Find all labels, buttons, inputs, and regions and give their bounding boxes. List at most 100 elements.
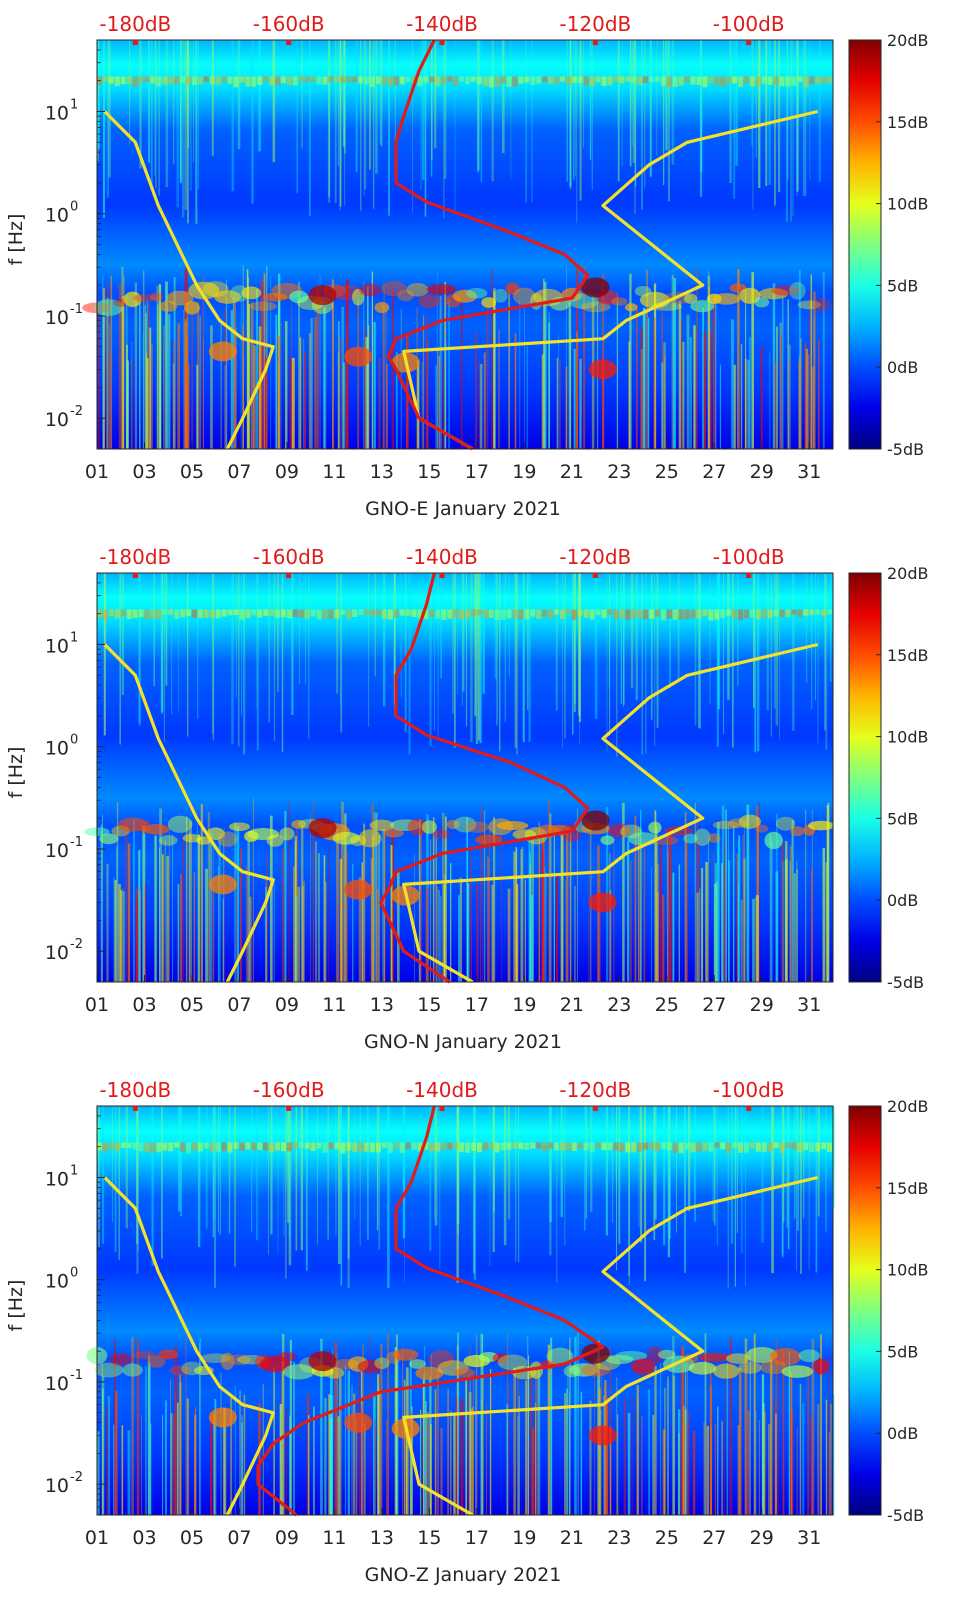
x-tick-label: 27 [702,461,726,483]
colorbar-tick-label: 15dB [887,1179,929,1198]
x-axis-label: GNO-N January 2021 [364,1031,562,1053]
x-tick-label: 19 [512,994,536,1016]
y-tick-exponent: 0 [70,733,78,748]
x-tick-label: 19 [512,461,536,483]
y-tick-label: 10 [45,942,69,964]
top-db-label: -140dB [406,12,478,36]
top-db-tick [592,40,598,45]
top-db-label: -140dB [406,1078,478,1102]
top-db-label: -120dB [559,1078,631,1102]
top-db-label: -120dB [559,545,631,569]
top-db-tick [132,1106,138,1111]
nhnm-curve [402,642,819,984]
x-tick-label: 11 [322,1527,346,1549]
x-tick-label: 07 [227,1527,251,1549]
x-tick-label: 25 [655,994,679,1016]
y-tick-exponent: 1 [70,630,78,645]
top-db-label: -140dB [406,545,478,569]
nhnm-curve [402,1175,819,1517]
x-tick-label: 25 [655,1527,679,1549]
top-db-label: -160dB [253,12,325,36]
spectrogram-panel: 01 03 05 07 09 11 13 15 17 19 21 23 25 27 29 31 GNO-N Ja… [0,533,962,1066]
x-tick-label: 21 [560,994,584,1016]
y-tick-exponent: -1 [70,835,83,850]
top-db-tick [746,40,752,45]
nlnm-curve [103,643,275,983]
top-db-tick [592,573,598,578]
top-db-tick [746,573,752,578]
y-tick-exponent: 1 [70,1163,78,1178]
y-tick-label: 10 [45,1271,69,1293]
top-db-label: -160dB [253,1078,325,1102]
y-tick-label: 10 [45,738,69,760]
y-tick-label: 10 [45,102,69,124]
x-tick-label: 03 [132,461,156,483]
x-tick-label: 23 [607,1527,631,1549]
y-tick-label: 10 [45,635,69,657]
y-tick-label: 10 [45,409,69,431]
x-tick-label: 03 [132,994,156,1016]
x-tick-label: 11 [322,994,346,1016]
x-tick-label: 09 [275,994,299,1016]
x-tick-label: 27 [702,994,726,1016]
y-tick-exponent: -1 [70,302,83,317]
y-axis-label: f [Hz] [5,747,27,799]
colorbar-tick-label: 5dB [887,1342,918,1361]
x-tick-label: 29 [750,461,774,483]
nhnm-curve [402,109,819,451]
top-db-tick [132,573,138,578]
colorbar-tick-label: 10dB [887,728,929,747]
x-tick-label: 09 [275,461,299,483]
colorbar-tick-label: 5dB [887,809,918,828]
x-tick-label: 31 [797,1527,821,1549]
x-tick-label: 31 [797,994,821,1016]
x-tick-label: 13 [370,1527,394,1549]
x-axis-label: GNO-E January 2021 [365,498,561,520]
x-axis-label: GNO-Z January 2021 [365,1564,562,1586]
y-tick-exponent: 0 [70,200,78,215]
colorbar-tick-label: 15dB [887,113,929,132]
x-tick-label: 03 [132,1527,156,1549]
colorbar [848,39,882,450]
y-axis-label: f [Hz] [5,214,27,266]
colorbar-tick-label: -5dB [887,973,924,992]
colorbar-tick-label: 20dB [887,1097,929,1116]
x-tick-label: 01 [85,994,109,1016]
top-db-tick [286,1106,292,1111]
x-tick-label: 13 [370,461,394,483]
x-tick-label: 25 [655,461,679,483]
top-db-tick [286,573,292,578]
x-tick-label: 13 [370,994,394,1016]
y-tick-label: 10 [45,1168,69,1190]
x-tick-label: 29 [750,1527,774,1549]
spectrogram-image [86,1106,835,1515]
x-tick-label: 17 [465,1527,489,1549]
top-db-label: -100dB [713,12,785,36]
top-db-label: -120dB [559,12,631,36]
colorbar-tick-label: -5dB [887,1506,924,1525]
colorbar-tick-label: 10dB [887,195,929,214]
colorbar-tick-label: 0dB [887,358,918,377]
y-tick-label: 10 [45,307,69,329]
x-tick-label: 01 [85,1527,109,1549]
y-tick-exponent: -2 [70,937,83,952]
x-tick-label: 21 [560,1527,584,1549]
y-tick-exponent: 0 [70,1266,78,1281]
x-tick-label: 15 [417,461,441,483]
x-tick-label: 05 [180,461,204,483]
x-tick-label: 09 [275,1527,299,1549]
y-tick-label: 10 [45,840,69,862]
y-tick-exponent: -2 [70,1470,83,1485]
spectrogram-image [82,40,833,449]
top-db-tick [132,40,138,45]
spectrogram-panel: 01 03 05 07 09 11 13 15 17 19 21 23 25 27 29 31 GNO-E Ja… [0,0,962,533]
top-db-tick [746,1106,752,1111]
y-axis-label: f [Hz] [5,1280,27,1332]
y-tick-exponent: -1 [70,1368,83,1383]
nlnm-curve [103,110,275,450]
colorbar [848,572,882,983]
y-tick-exponent: -2 [70,404,83,419]
psd-curve [379,572,590,984]
